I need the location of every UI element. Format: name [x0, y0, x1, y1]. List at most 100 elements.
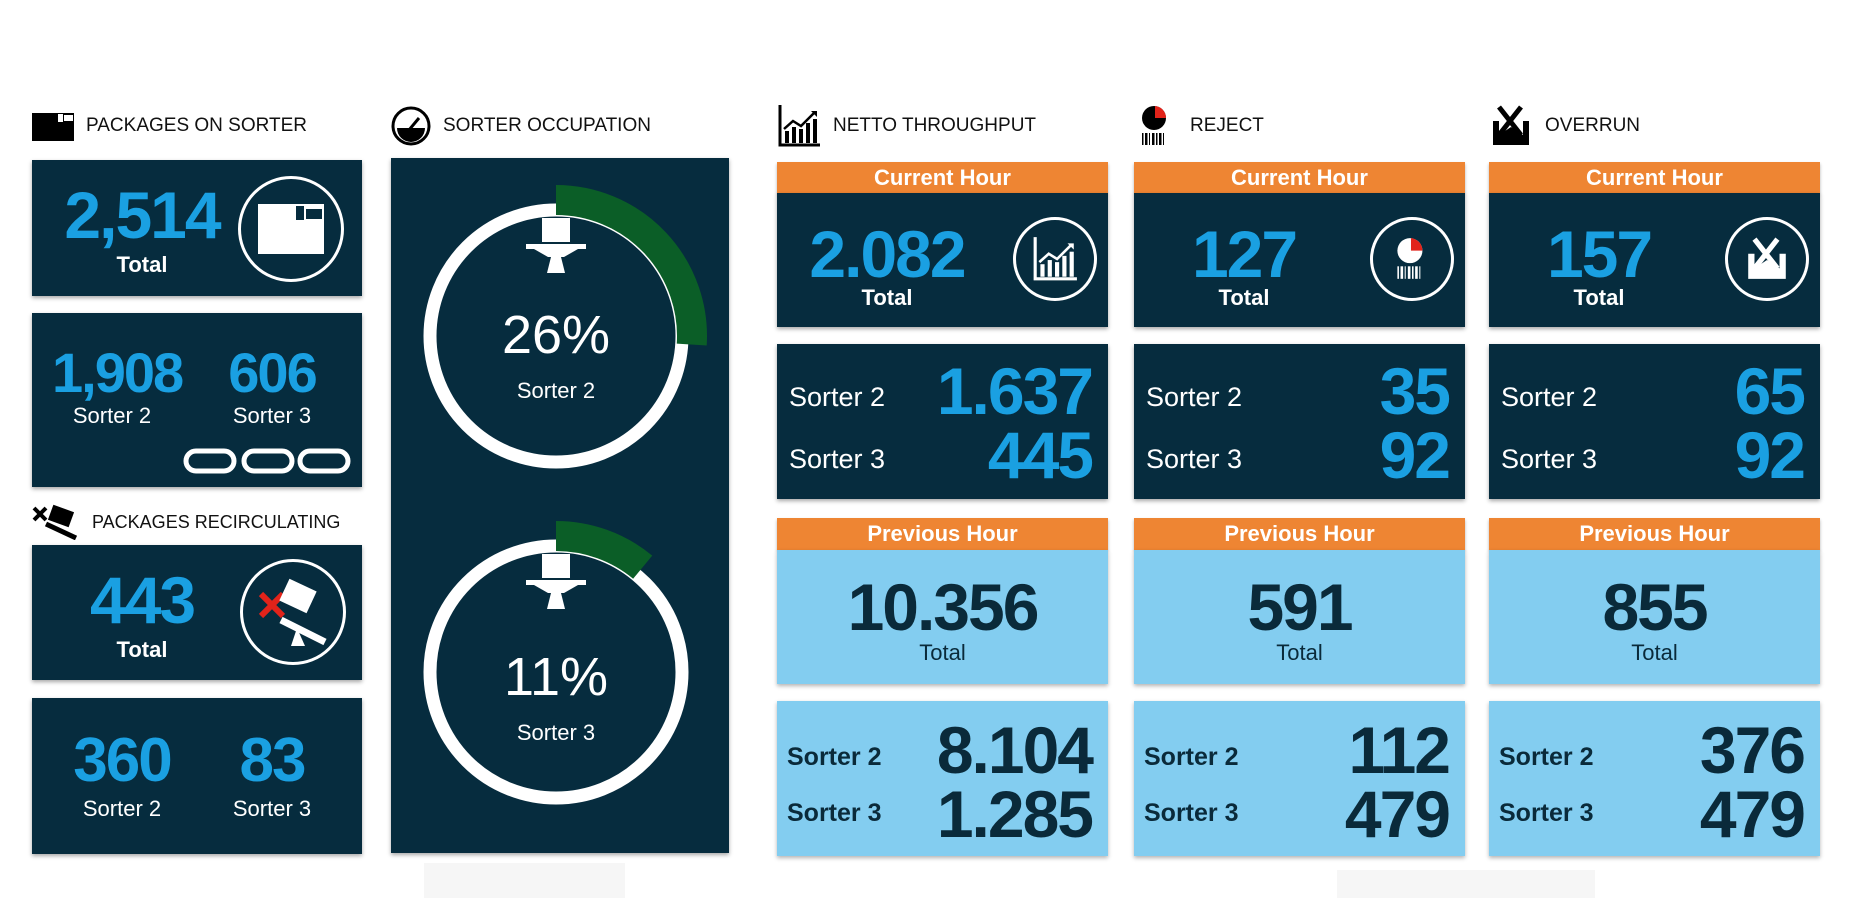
kpi-header: OVERRUN	[1489, 104, 1640, 148]
current-total-panel: 2.082 Total	[777, 193, 1108, 327]
sorter2-label: Sorter 2	[1146, 382, 1243, 412]
section-title: PACKAGES ON SORTER	[86, 115, 308, 136]
sorter3-value: 445	[987, 418, 1094, 492]
recirculating-icon	[240, 559, 346, 665]
previous-hour-header: Previous Hour	[1489, 518, 1820, 550]
recirculating-total-value: 443	[89, 563, 196, 637]
previous-hour-header: Previous Hour	[777, 518, 1108, 550]
gauge-fill-arc	[555, 521, 653, 580]
previous-total-panel: 855 Total	[1489, 550, 1820, 684]
sorter3-label: Sorter 3	[1499, 799, 1594, 827]
recirculating-total-panel: 443 Total	[32, 545, 362, 680]
package-icon	[32, 113, 74, 141]
gauge-fill-arc	[555, 185, 707, 346]
section-title: NETTO THROUGHPUT	[833, 115, 1037, 136]
placeholder-block	[1337, 870, 1595, 898]
sorter3-value: 92	[1379, 418, 1451, 492]
sorter3-value: 1.285	[936, 777, 1094, 851]
sorter2-value: 112	[1348, 713, 1451, 787]
placeholder-block	[424, 863, 625, 898]
previous-sorters-panel: Sorter 2 8.104 Sorter 3 1.285	[777, 701, 1108, 856]
previous-total-value: 10.356	[847, 570, 1040, 644]
conveyor-icon	[183, 448, 351, 474]
recirculating-sorters-panel: 360 Sorter 2 83 Sorter 3	[32, 698, 362, 854]
sorter3-value: 92	[1734, 418, 1806, 492]
gauge-label: Sorter 3	[516, 720, 596, 745]
previous-sorters-panel: Sorter 2 112 Sorter 3 479	[1134, 701, 1465, 856]
sorter3-value: 479	[1699, 777, 1806, 851]
sorter3-label: Sorter 3	[787, 799, 882, 827]
previous-total-value: 591	[1247, 570, 1353, 644]
packages-total-value: 2,514	[64, 178, 221, 252]
sorter-icon	[526, 554, 586, 609]
sorter2-label: Sorter 2	[1499, 743, 1594, 771]
sorter2-label: Sorter 2	[787, 743, 882, 771]
total-label: Total	[861, 285, 913, 310]
previous-total-value: 855	[1602, 570, 1708, 644]
gauge-value: 11%	[503, 647, 609, 707]
sorter3-label: Sorter 3	[1146, 444, 1243, 474]
sorter3-label: Sorter 3	[232, 796, 312, 821]
section-title: SORTER OCCUPATION	[443, 115, 651, 136]
packages-total-panel: 2,514 Total	[32, 160, 362, 296]
packages-on-sorter-header: PACKAGES ON SORTER	[32, 104, 307, 148]
previous-sorters-panel: Sorter 2 376 Sorter 3 479	[1489, 701, 1820, 856]
recirculating-icon	[32, 504, 78, 540]
sorter-icon	[526, 218, 586, 273]
reject-barcode-icon	[1142, 106, 1167, 145]
sorter2-value: 8.104	[936, 713, 1094, 787]
current-hour-header: Current Hour	[1134, 162, 1465, 194]
sorter2-label: Sorter 2	[1501, 382, 1598, 412]
current-total-value: 157	[1546, 217, 1653, 291]
occupation-gauges	[423, 185, 707, 805]
overrun-icon	[1493, 105, 1529, 145]
sorter3-label: Sorter 3	[1144, 799, 1239, 827]
sorter2-value: 1,908	[52, 341, 184, 404]
sorter2-label: Sorter 2	[1144, 743, 1239, 771]
current-sorters-panel: Sorter 2 35 Sorter 3 92	[1134, 344, 1465, 499]
total-label: Total	[1631, 640, 1678, 665]
packages-recirculating-header: PACKAGES RECIRCULATING	[32, 500, 340, 544]
current-total-value: 127	[1191, 217, 1298, 291]
sorter2-label: Sorter 2	[72, 403, 152, 428]
section-title: OVERRUN	[1545, 115, 1641, 136]
current-total-panel: 127 Total	[1134, 193, 1465, 327]
package-icon	[238, 176, 344, 282]
sorter3-label: Sorter 3	[789, 444, 886, 474]
kpi-header: REJECT	[1134, 104, 1264, 148]
total-label: Total	[1218, 285, 1270, 310]
kpi-header: NETTO THROUGHPUT	[777, 104, 1036, 148]
section-title: PACKAGES RECIRCULATING	[92, 511, 341, 532]
current-sorters-panel: Sorter 2 1.637 Sorter 3 445	[777, 344, 1108, 499]
previous-hour-header: Previous Hour	[1134, 518, 1465, 550]
sorter-occupation-header: SORTER OCCUPATION	[391, 104, 651, 148]
sorter3-label: Sorter 3	[1501, 444, 1598, 474]
sorter2-value: 360	[73, 726, 172, 795]
previous-total-panel: 10.356 Total	[777, 550, 1108, 684]
overrun-icon	[1725, 217, 1809, 301]
sorter3-label: Sorter 3	[232, 403, 312, 428]
current-hour-header: Current Hour	[777, 162, 1108, 194]
total-label: Total	[1573, 285, 1625, 310]
sorter2-value: 376	[1699, 713, 1806, 787]
total-label: Total	[1276, 640, 1323, 665]
packages-sorters-panel: 1,908 Sorter 2 606 Sorter 3	[32, 313, 362, 487]
sorter3-value: 83	[239, 726, 307, 795]
section-title: REJECT	[1190, 115, 1264, 136]
current-hour-header: Current Hour	[1489, 162, 1820, 194]
current-sorters-panel: Sorter 2 65 Sorter 3 92	[1489, 344, 1820, 499]
sorter2-value: 65	[1734, 354, 1806, 428]
gauge-icon	[391, 106, 431, 146]
current-total-value: 2.082	[809, 217, 966, 291]
total-label: Total	[116, 637, 168, 662]
previous-total-panel: 591 Total	[1134, 550, 1465, 684]
sorter2-label: Sorter 2	[82, 796, 162, 821]
gauge-label: Sorter 2	[516, 378, 596, 403]
chart-icon	[1013, 217, 1097, 301]
reject-barcode-icon	[1370, 217, 1454, 301]
sorter3-value: 479	[1344, 777, 1451, 851]
chart-icon	[778, 105, 820, 147]
sorter2-value: 1.637	[936, 354, 1094, 428]
total-label: Total	[919, 640, 966, 665]
total-label: Total	[116, 252, 168, 277]
